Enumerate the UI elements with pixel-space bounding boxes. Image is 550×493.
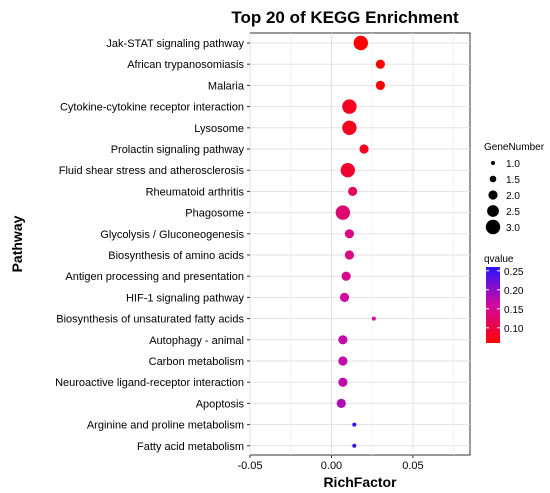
data-point [338,356,348,366]
data-point [342,120,357,135]
plot-panel [249,32,471,456]
pathway-label: Carbon metabolism [149,356,244,368]
pathway-label: Biosynthesis of amino acids [108,250,244,262]
size-legend-label: 2.5 [506,207,520,218]
data-points [335,35,385,448]
pathway-label: Antigen processing and presentation [65,271,244,283]
data-point [352,443,357,448]
color-legend-label: 0.10 [504,324,524,335]
pathway-label: Fatty acid metabolism [137,441,244,453]
size-legend-key [487,205,499,217]
pathway-label: Neuroactive ligand-receptor interaction [55,377,244,389]
data-point [375,59,385,69]
x-axis-title: RichFactor [323,474,397,490]
x-tick-label: -0.05 [237,460,262,472]
pathway-label: HIF-1 signaling pathway [126,292,245,304]
data-point [335,205,351,220]
pathway-label: Lysosome [194,123,244,135]
pathway-label: Prolactin signaling pathway [111,144,245,156]
size-legend-label: 2.0 [506,191,520,202]
data-point [359,144,369,154]
pathway-label: Rheumatoid arthritis [146,186,245,198]
pathway-label: Jak-STAT signaling pathway [106,38,244,50]
data-point [342,99,357,114]
data-point [341,271,351,281]
data-point [348,186,358,196]
y-axis-title: Pathway [9,215,25,272]
size-legend-key [491,161,495,165]
size-legend-key [489,175,497,183]
x-axis-ticks: -0.05 0.00 0.05 [237,455,424,472]
pathway-label: Cytokine-cytokine receptor interaction [60,102,244,114]
size-legend-label: 1.5 [506,175,520,186]
pathway-label: Biosynthesis of unsaturated fatty acids [56,314,244,326]
data-point [339,292,350,302]
data-point [338,335,348,345]
data-point [375,80,385,90]
color-legend-title: qvalue [484,254,514,265]
size-legend-label: 1.0 [506,159,520,170]
data-point [336,398,346,408]
data-point [340,163,355,178]
data-point [344,250,355,260]
size-legend-key [488,190,498,200]
x-tick-label: 0.05 [402,460,423,472]
pathway-label: Malaria [208,80,245,92]
color-legend: qvalue 0.25 0.20 0.15 0.10 [484,254,524,343]
data-point [353,35,369,51]
data-point [352,422,357,427]
grid-lines [249,33,470,455]
pathway-labels: Jak-STAT signaling pathway African trypan… [55,38,250,453]
size-legend-title: GeneNumber [484,142,545,153]
size-legend-label: 3.0 [506,223,520,234]
data-point [371,316,376,321]
color-legend-label: 0.15 [504,305,524,316]
pathway-label: Arginine and proline metabolism [87,420,244,432]
qvalue-colorbar [486,267,500,343]
chart-title: Top 20 of KEGG Enrichment [231,8,459,27]
pathway-label: African trypanosomiasis [127,59,244,71]
size-legend-key [485,219,501,235]
x-tick-label: 0.00 [321,460,342,472]
pathway-label: Phagosome [185,208,244,220]
pathway-label: Glycolysis / Gluconeogenesis [100,229,244,241]
pathway-label: Autophagy - animal [149,335,244,347]
data-point [338,377,348,387]
color-legend-label: 0.20 [504,286,524,297]
color-legend-label: 0.25 [504,267,524,278]
pathway-label: Apoptosis [196,398,245,410]
size-legend: GeneNumber 1.0 1.5 2.0 2.5 3.0 [484,142,545,235]
data-point [344,229,355,239]
pathway-label: Fluid shear stress and atherosclerosis [59,165,245,177]
